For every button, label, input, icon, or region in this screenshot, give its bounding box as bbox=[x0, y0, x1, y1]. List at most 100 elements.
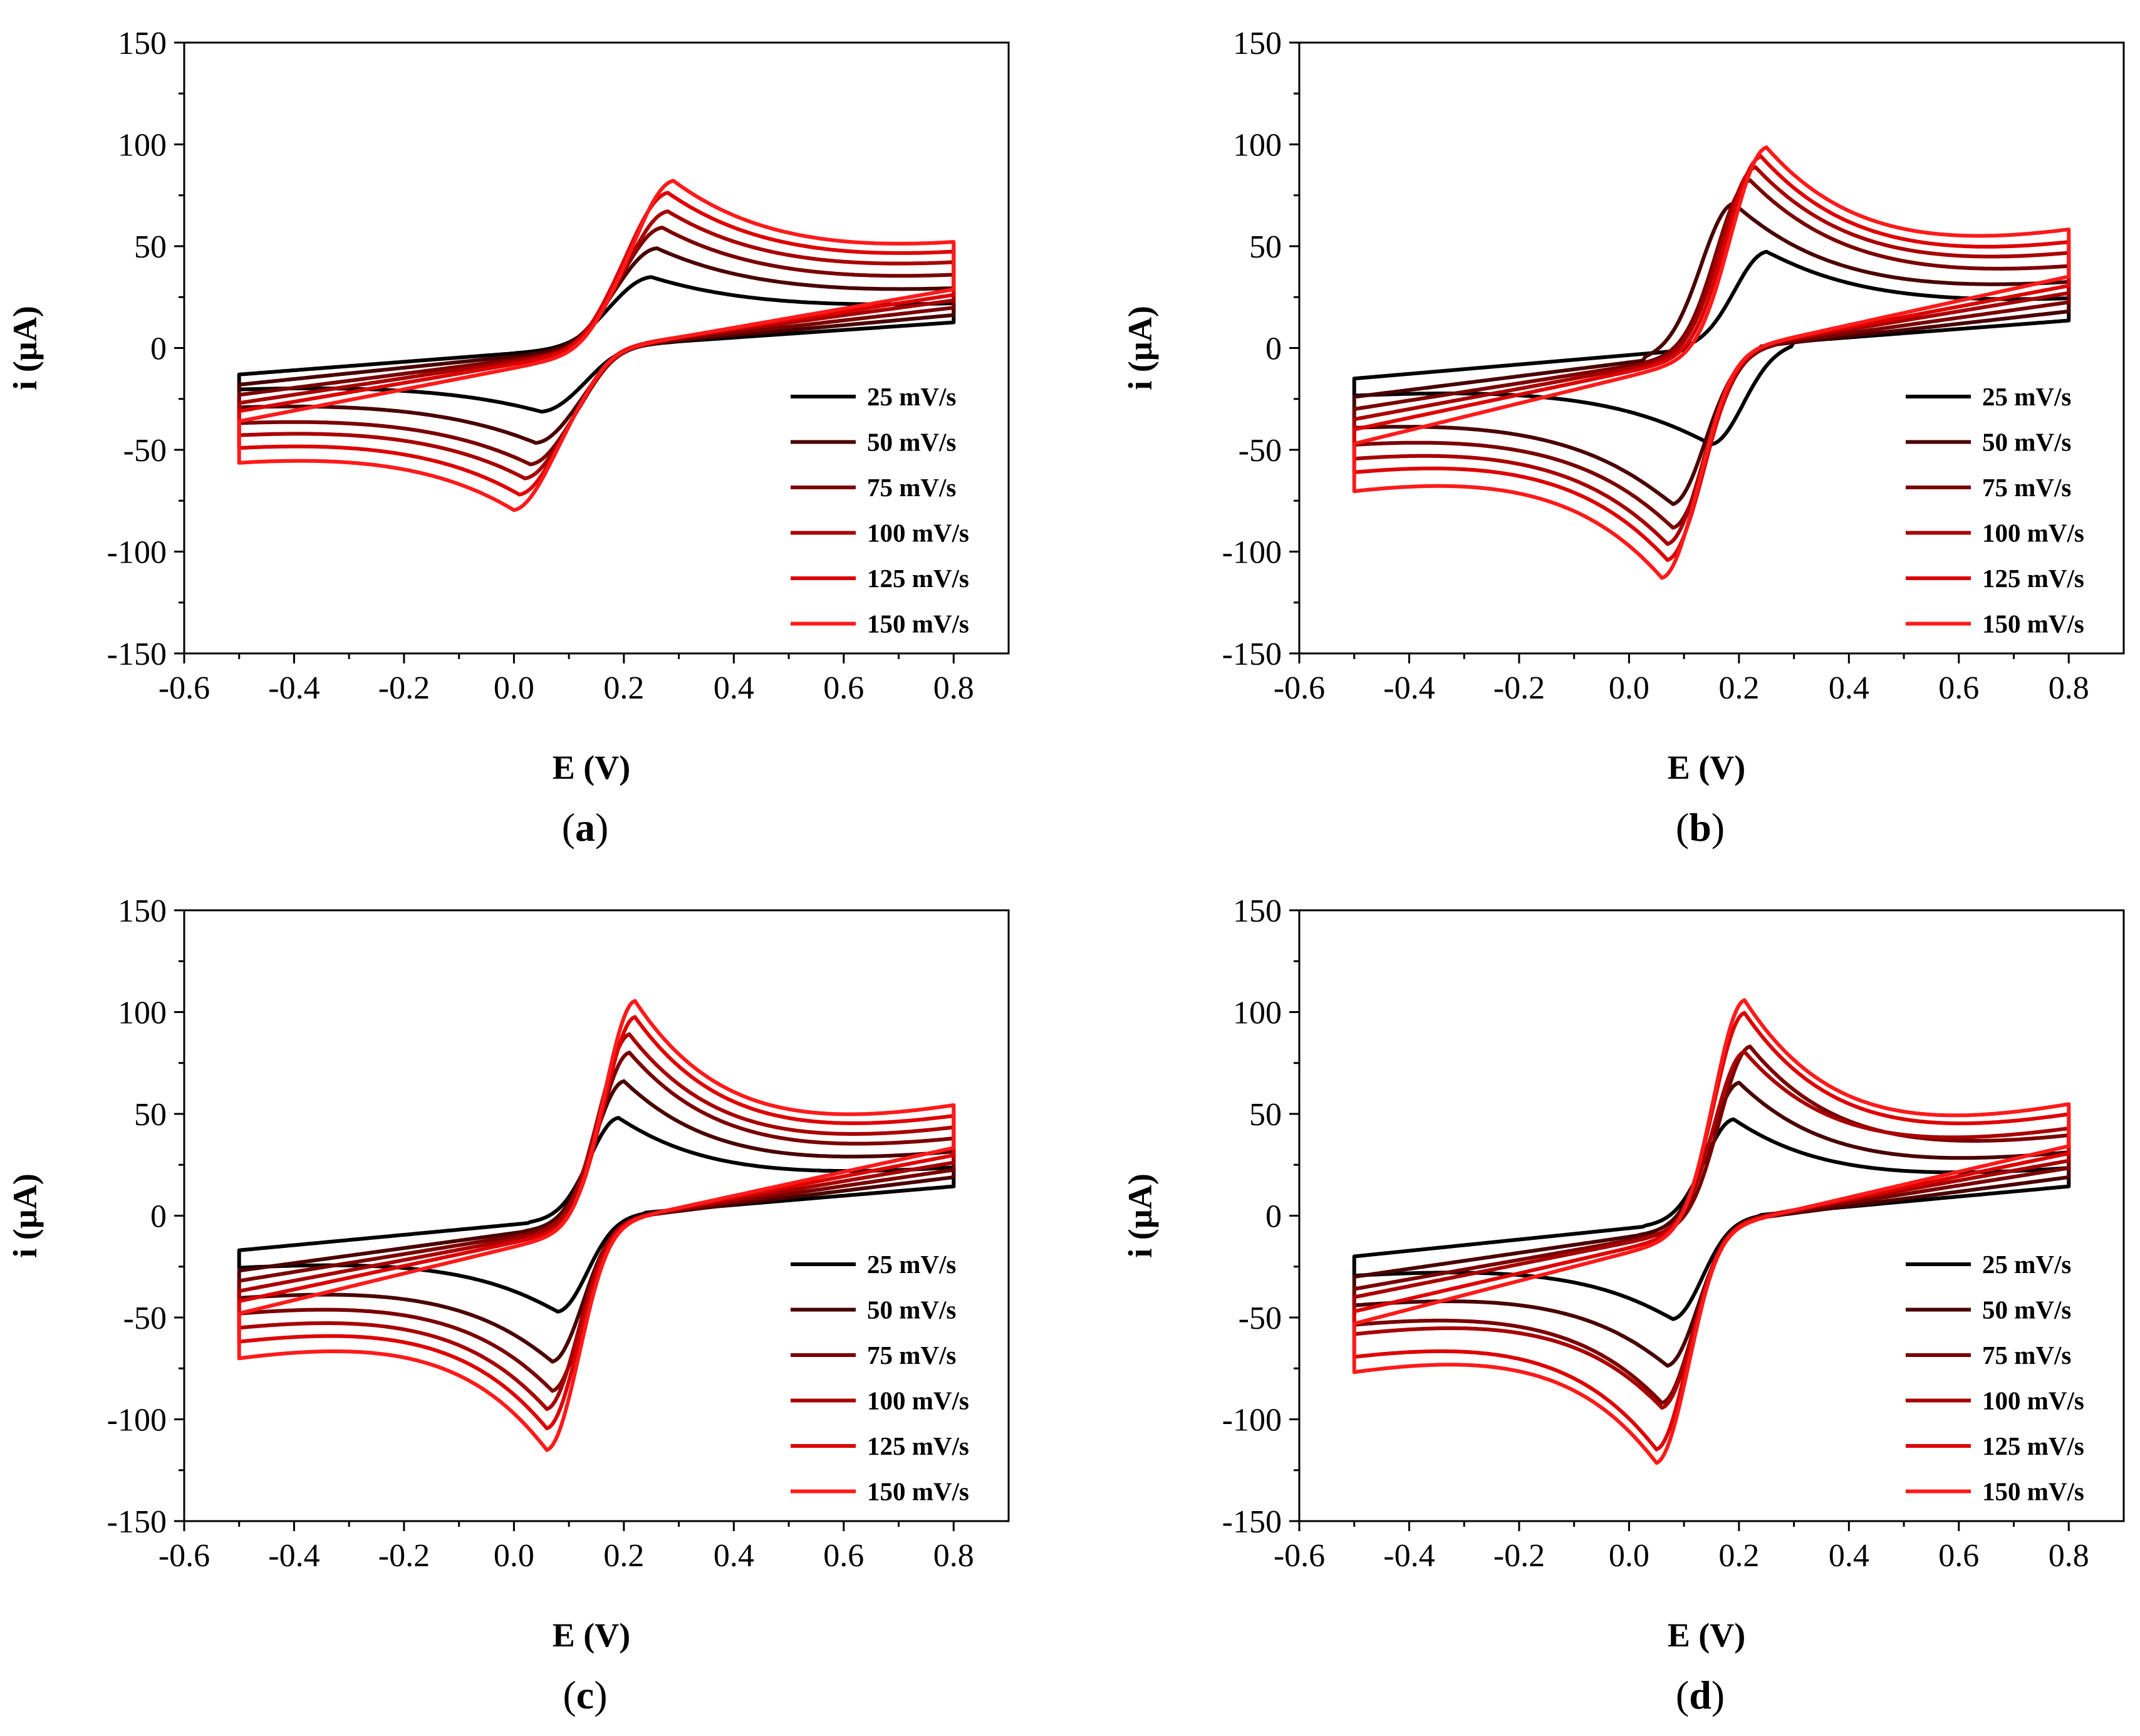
legend-label: 75 mV/s bbox=[867, 473, 956, 502]
x-axis: -0.6 -0.4 -0.2 0.0 0.2 0.4 0.6 0.8 bbox=[1274, 653, 2089, 706]
legend-label: 75 mV/s bbox=[1982, 1341, 2071, 1370]
x-tick-label: 0.2 bbox=[603, 1538, 644, 1574]
legend-label: 25 mV/s bbox=[867, 1250, 956, 1279]
chart-panel-a: -0.6 -0.4 -0.2 0.0 0.2 0.4 0.6 0.8 -150 -100 -50 0 5… bbox=[0, 0, 1025, 868]
x-axis: -0.6 -0.4 -0.2 0.0 0.2 0.4 0.6 0.8 bbox=[1274, 1521, 2089, 1574]
legend-label: 25 mV/s bbox=[867, 382, 956, 411]
y-tick-label: 50 bbox=[1249, 1097, 1282, 1133]
legend-label: 100 mV/s bbox=[867, 1386, 969, 1415]
y-tick-label: -100 bbox=[1222, 535, 1282, 571]
x-tick-label: -0.6 bbox=[158, 1538, 210, 1574]
legend-label: 150 mV/s bbox=[1982, 1477, 2084, 1506]
y-tick-label: 100 bbox=[1233, 128, 1282, 164]
legend: 25 mV/s 50 mV/s 75 mV/s 100 mV/s 125 mV/s 150… bbox=[791, 382, 969, 638]
series-line-50-mv-s bbox=[237, 246, 956, 445]
legend-label: 100 mV/s bbox=[867, 519, 969, 548]
legend-label: 125 mV/s bbox=[867, 564, 969, 593]
legend-label: 50 mV/s bbox=[867, 428, 956, 457]
legend-label: 50 mV/s bbox=[1982, 1296, 2071, 1324]
chart-panel-c: -0.6 -0.4 -0.2 0.0 0.2 0.4 0.6 0.8 -150 -100 -50 0 5… bbox=[0, 868, 1025, 1735]
series-line-25-mv-s bbox=[237, 1116, 956, 1314]
x-tick-label: -0.4 bbox=[1383, 670, 1435, 706]
y-axis: -150 -100 -50 0 50 100 150 bbox=[107, 26, 184, 672]
y-tick-label: -50 bbox=[1239, 433, 1282, 469]
panel-caption: (b) bbox=[1676, 805, 1725, 850]
series-line-125-mv-s bbox=[237, 190, 956, 497]
x-tick-label: 0.6 bbox=[1938, 670, 1979, 706]
y-tick-label: -150 bbox=[107, 637, 167, 672]
x-axis-title: E (V) bbox=[1668, 749, 1745, 786]
legend-label: 125 mV/s bbox=[1982, 1432, 2084, 1460]
chart-svg: -0.6 -0.4 -0.2 0.0 0.2 0.4 0.6 0.8 -150 -100 -50 0 5… bbox=[6, 893, 1010, 1717]
y-tick-label: -150 bbox=[107, 1504, 167, 1540]
x-tick-label: -0.2 bbox=[378, 1538, 430, 1574]
panel-caption: (d) bbox=[1676, 1673, 1725, 1717]
x-tick-label: 0.2 bbox=[1718, 1538, 1759, 1574]
series-line-75-mv-s bbox=[237, 1051, 956, 1393]
chart-panel-d: -0.6 -0.4 -0.2 0.0 0.2 0.4 0.6 0.8 -150 -100 -50 0 5… bbox=[1115, 868, 2140, 1735]
y-axis-title: i (µA) bbox=[1121, 306, 1159, 390]
x-tick-label: -0.2 bbox=[1493, 1538, 1545, 1574]
y-tick-label: -150 bbox=[1222, 637, 1282, 672]
x-tick-label: -0.6 bbox=[1274, 670, 1325, 706]
y-tick-label: -100 bbox=[1222, 1403, 1282, 1438]
x-axis: -0.6 -0.4 -0.2 0.0 0.2 0.4 0.6 0.8 bbox=[158, 1521, 974, 1574]
y-tick-label: -50 bbox=[123, 1301, 167, 1336]
curves bbox=[237, 999, 956, 1452]
y-axis: -150 -100 -50 0 50 100 150 bbox=[1222, 26, 1299, 672]
x-tick-label: 0.8 bbox=[2049, 1538, 2089, 1574]
series-line-50-mv-s bbox=[1352, 1081, 2071, 1368]
x-tick-label: 0.0 bbox=[494, 670, 534, 706]
x-tick-label: -0.6 bbox=[1274, 1538, 1325, 1574]
y-axis-title: i (µA) bbox=[6, 1173, 44, 1258]
y-tick-label: -150 bbox=[1222, 1504, 1282, 1540]
x-tick-label: -0.4 bbox=[268, 1538, 319, 1574]
legend-label: 75 mV/s bbox=[867, 1341, 956, 1370]
y-tick-label: 100 bbox=[1233, 995, 1282, 1031]
series-line-150-mv-s bbox=[237, 179, 956, 512]
chart-svg: -0.6 -0.4 -0.2 0.0 0.2 0.4 0.6 0.8 -150 -100 -50 0 5… bbox=[1121, 26, 2125, 850]
x-tick-label: 0.6 bbox=[1938, 1538, 1979, 1574]
curves bbox=[1352, 998, 2071, 1465]
legend-label: 25 mV/s bbox=[1982, 382, 2071, 411]
legend-label: 50 mV/s bbox=[867, 1296, 956, 1324]
x-tick-label: 0.4 bbox=[1829, 1538, 1869, 1574]
legend-label: 100 mV/s bbox=[1982, 1386, 2084, 1415]
series-line-125-mv-s bbox=[1352, 1011, 2071, 1452]
chart-svg: -0.6 -0.4 -0.2 0.0 0.2 0.4 0.6 0.8 -150 -100 -50 0 5… bbox=[1121, 893, 2125, 1717]
x-tick-label: 0.4 bbox=[714, 670, 754, 706]
panel-caption: (a) bbox=[562, 805, 609, 850]
chart-svg: -0.6 -0.4 -0.2 0.0 0.2 0.4 0.6 0.8 -150 -100 -50 0 5… bbox=[6, 26, 1010, 850]
y-tick-label: 0 bbox=[150, 331, 167, 367]
y-tick-label: 150 bbox=[118, 26, 167, 61]
y-tick-label: 50 bbox=[134, 1097, 167, 1133]
legend-label: 150 mV/s bbox=[867, 610, 969, 638]
y-tick-label: 150 bbox=[1233, 26, 1282, 61]
x-axis: -0.6 -0.4 -0.2 0.0 0.2 0.4 0.6 0.8 bbox=[158, 653, 974, 706]
x-tick-label: 0.6 bbox=[823, 1538, 864, 1574]
legend-label: 150 mV/s bbox=[867, 1477, 969, 1506]
y-axis-title: i (µA) bbox=[1121, 1173, 1159, 1258]
x-axis-title: E (V) bbox=[553, 1616, 630, 1654]
legend: 25 mV/s 50 mV/s 75 mV/s 100 mV/s 125 mV/s 150… bbox=[1906, 382, 2084, 638]
y-tick-label: 0 bbox=[150, 1199, 167, 1235]
x-tick-label: 0.8 bbox=[933, 1538, 974, 1574]
curves bbox=[237, 179, 956, 512]
y-tick-label: 0 bbox=[1265, 331, 1282, 367]
y-axis: -150 -100 -50 0 50 100 150 bbox=[107, 893, 184, 1540]
curves bbox=[1352, 145, 2071, 580]
x-tick-label: -0.4 bbox=[1383, 1538, 1435, 1574]
plot-frame bbox=[1298, 909, 2125, 1522]
y-tick-label: 50 bbox=[1249, 229, 1282, 265]
x-tick-label: -0.6 bbox=[158, 670, 210, 706]
legend: 25 mV/s 50 mV/s 75 mV/s 100 mV/s 125 mV/s 150… bbox=[791, 1250, 969, 1506]
x-tick-label: 0.4 bbox=[714, 1538, 754, 1574]
x-tick-label: -0.2 bbox=[378, 670, 430, 706]
x-tick-label: 0.8 bbox=[933, 670, 974, 706]
x-tick-label: 0.0 bbox=[1609, 1538, 1649, 1574]
y-tick-label: -100 bbox=[107, 1403, 167, 1438]
plot-frame bbox=[1298, 41, 2125, 655]
x-tick-label: 0.6 bbox=[823, 670, 864, 706]
series-line-50-mv-s bbox=[237, 1079, 956, 1364]
y-tick-label: -100 bbox=[107, 535, 167, 571]
